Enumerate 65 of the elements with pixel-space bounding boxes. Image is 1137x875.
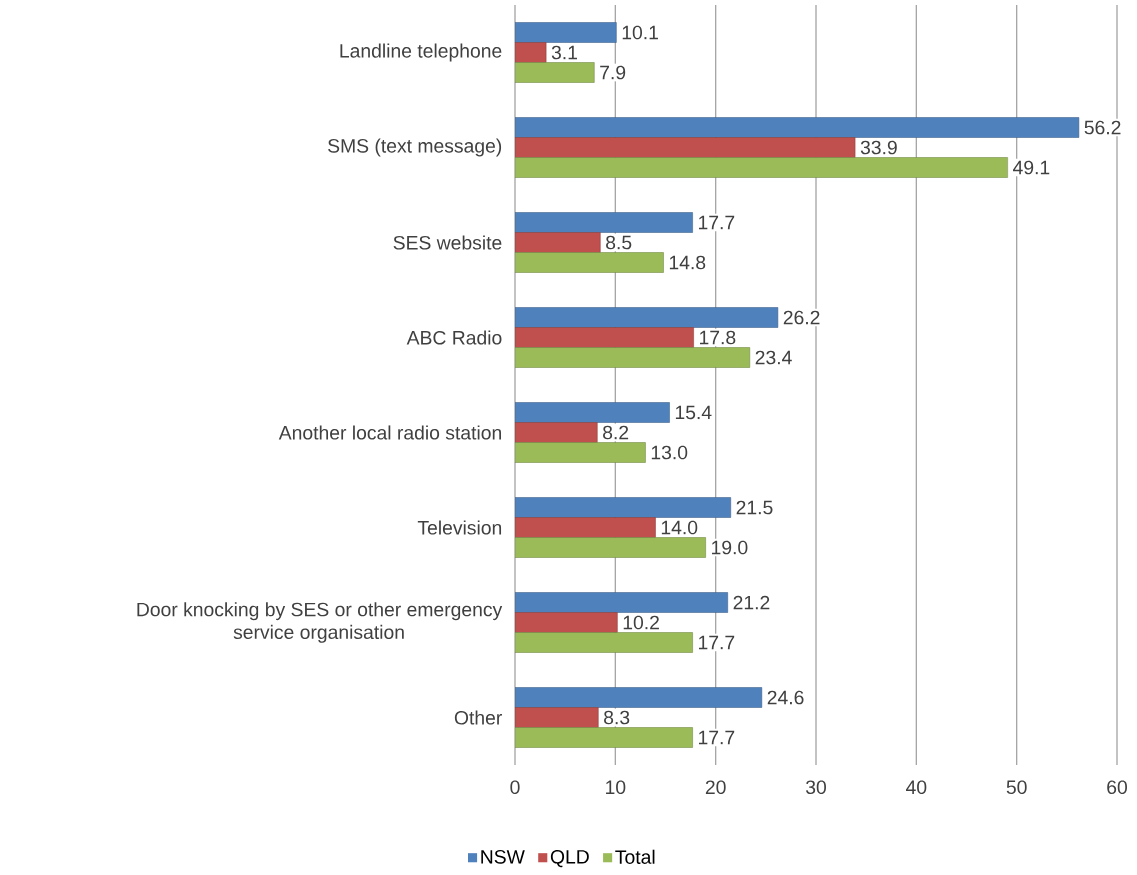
bar — [515, 252, 664, 273]
y-tick-label: Television — [417, 520, 502, 535]
data-label: 14.8 — [669, 255, 706, 270]
data-label: 10.2 — [623, 615, 659, 630]
data-label: 17.7 — [698, 635, 735, 650]
x-tick-label: 30 — [805, 780, 826, 795]
data-label: 17.7 — [698, 730, 735, 745]
data-label: 15.4 — [675, 405, 712, 420]
bar — [515, 517, 656, 538]
y-tick-label: SMS (text message) — [328, 138, 502, 157]
bar — [515, 442, 646, 463]
data-label: 19.0 — [712, 540, 748, 555]
data-label: 7.9 — [600, 65, 626, 80]
x-tick-label: 0 — [510, 780, 520, 795]
data-label: 14.0 — [661, 520, 698, 535]
data-label: 26.2 — [783, 310, 820, 325]
y-tick-label: Landline telephone — [340, 43, 502, 62]
data-label: 8.2 — [603, 425, 629, 440]
data-label: 8.3 — [604, 710, 630, 725]
x-tick-label: 40 — [906, 780, 927, 795]
bar — [515, 137, 856, 158]
data-label: 17.7 — [698, 215, 735, 230]
bar — [515, 62, 595, 83]
bar — [515, 707, 599, 728]
bar — [515, 497, 731, 518]
data-label: 10.1 — [622, 25, 658, 40]
bar — [515, 687, 763, 708]
data-label: 17.8 — [699, 330, 736, 345]
data-label: 21.2 — [733, 595, 770, 610]
data-label: 33.9 — [860, 140, 897, 155]
x-tick-label: 20 — [705, 780, 726, 795]
bar — [515, 22, 617, 43]
data-label: 8.5 — [606, 235, 632, 250]
bar — [515, 727, 693, 748]
data-label: 21.5 — [736, 500, 773, 515]
data-label: 24.6 — [767, 690, 804, 705]
bar — [515, 612, 618, 633]
bar — [515, 422, 598, 443]
x-tick-label: 60 — [1107, 780, 1127, 795]
x-tick-label: 10 — [606, 780, 626, 795]
data-label: 3.1 — [551, 45, 577, 60]
data-label: 23.4 — [755, 350, 792, 365]
x-tick-label: 50 — [1006, 780, 1027, 795]
bar — [515, 537, 706, 558]
bar — [515, 327, 694, 348]
bar — [515, 592, 728, 613]
data-label: 49.1 — [1013, 160, 1050, 175]
bar — [515, 402, 670, 423]
y-tick-label: ABC Radio — [406, 330, 502, 345]
y-tick-label: Another local radio station — [278, 425, 501, 440]
y-tick-label: Door knocking by SES or other emergency service organisation — [137, 602, 503, 643]
y-tick-label: Other — [454, 710, 502, 725]
legend-label: QLD — [550, 849, 589, 868]
bar — [515, 117, 1080, 138]
bar — [515, 632, 693, 653]
bar — [515, 232, 601, 253]
legend-label: Total — [615, 849, 655, 864]
bar — [515, 157, 1008, 178]
data-label: 13.0 — [651, 445, 688, 460]
bar — [515, 347, 751, 368]
legend-label: NSW — [481, 849, 525, 864]
y-tick-label: SES website — [393, 235, 502, 250]
bar — [515, 307, 779, 328]
bar — [515, 212, 693, 233]
data-label: 56.2 — [1084, 120, 1121, 135]
